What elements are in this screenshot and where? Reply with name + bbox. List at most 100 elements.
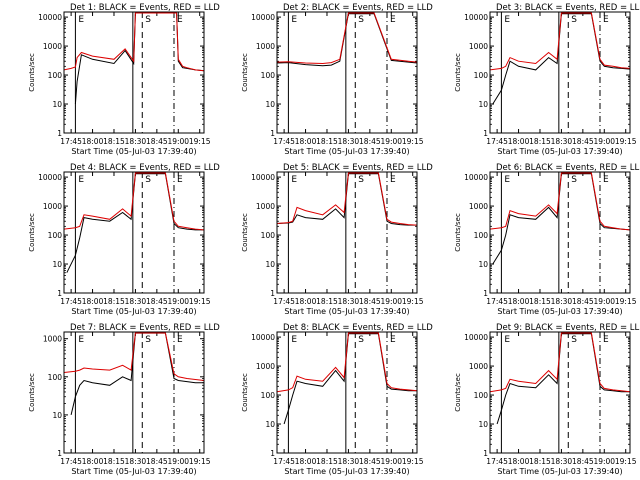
y-tick-label: 10 xyxy=(52,100,62,109)
chart-title: Det 8: BLACK = Events, RED = LLD xyxy=(283,323,433,333)
y-tick-label: 1 xyxy=(270,289,275,298)
x-tick-label: 18:30 xyxy=(125,297,147,306)
y-tick-label: 1 xyxy=(483,449,488,458)
y-tick-label: 1000 xyxy=(469,42,488,51)
y-tick-label: 100 xyxy=(261,391,276,400)
x-axis-label: Start Time (05-Jul-03 17:39:40) xyxy=(284,307,409,316)
x-tick-label: 18:45 xyxy=(572,137,594,146)
y-tick-label: 100 xyxy=(474,391,489,400)
chart-title: Det 7: BLACK = Events, RED = LLD xyxy=(70,323,220,333)
event-marker-s: S xyxy=(571,175,577,185)
x-tick-label: 17:45 xyxy=(486,457,508,466)
y-axis-label: Counts/sec xyxy=(28,53,36,92)
series-lld-line xyxy=(63,12,205,72)
event-marker-e: E xyxy=(291,335,297,345)
x-tick-label: 19:00 xyxy=(380,137,402,146)
event-marker-s: S xyxy=(571,335,577,345)
chart-panel-det-2: Det 2: BLACK = Events, RED = LLD Start Ti… xyxy=(241,3,433,156)
x-tick-label: 19:00 xyxy=(167,137,189,146)
y-tick-label: 1000 xyxy=(256,42,275,51)
series-lld-line xyxy=(276,332,418,393)
series-events-line xyxy=(283,333,417,425)
event-marker-e: E xyxy=(603,175,609,185)
x-tick-label: 18:15 xyxy=(529,137,551,146)
x-tick-label: 17:45 xyxy=(273,297,295,306)
x-tick-label: 18:45 xyxy=(146,297,168,306)
plot-frame xyxy=(489,11,631,134)
event-marker-e: E xyxy=(603,335,609,345)
series-events-line xyxy=(66,173,204,273)
y-tick-label: 10000 xyxy=(464,173,488,182)
x-tick-label: 18:30 xyxy=(551,297,573,306)
chart-panel-det-6: Det 6: BLACK = Events, RED = LLD Start Ti… xyxy=(454,163,640,316)
x-tick-label: 18:00 xyxy=(82,137,104,146)
event-marker-s: S xyxy=(145,15,151,25)
event-marker-e: E xyxy=(78,175,84,185)
y-axis-label: Counts/sec xyxy=(454,53,462,92)
x-tick-label: 18:15 xyxy=(316,137,338,146)
event-marker-e: E xyxy=(504,335,510,345)
y-tick-label: 1 xyxy=(57,129,62,138)
y-tick-label: 1000 xyxy=(43,202,62,211)
y-tick-label: 1 xyxy=(483,289,488,298)
x-tick-label: 18:30 xyxy=(338,457,360,466)
event-marker-e: E xyxy=(603,15,609,25)
series-events-line xyxy=(70,332,204,416)
x-tick-label: 19:15 xyxy=(615,457,637,466)
x-axis-label: Start Time (05-Jul-03 17:39:40) xyxy=(497,467,622,476)
y-tick-label: 10 xyxy=(265,100,275,109)
event-marker-s: S xyxy=(571,15,577,25)
y-tick-label: 1000 xyxy=(43,335,62,344)
x-tick-label: 18:45 xyxy=(359,297,381,306)
plot-frame xyxy=(276,11,418,134)
x-tick-label: 18:30 xyxy=(551,457,573,466)
event-marker-e: E xyxy=(177,15,183,25)
y-axis-label: Counts/sec xyxy=(28,213,36,252)
x-tick-label: 18:45 xyxy=(146,137,168,146)
y-axis-label: Counts/sec xyxy=(454,373,462,412)
event-marker-s: S xyxy=(358,15,364,25)
x-tick-label: 19:00 xyxy=(593,137,615,146)
y-tick-label: 1000 xyxy=(43,42,62,51)
event-marker-e: E xyxy=(78,335,84,345)
x-tick-label: 18:15 xyxy=(103,457,125,466)
y-tick-label: 1 xyxy=(57,289,62,298)
event-marker-e: E xyxy=(291,175,297,185)
y-tick-label: 10 xyxy=(265,420,275,429)
x-axis-label: Start Time (05-Jul-03 17:39:40) xyxy=(71,307,196,316)
x-tick-label: 18:45 xyxy=(146,457,168,466)
y-axis-label: Counts/sec xyxy=(241,213,249,252)
x-tick-label: 18:45 xyxy=(572,297,594,306)
series-events-line xyxy=(496,333,630,425)
plot-frame xyxy=(63,171,205,294)
y-axis-label: Counts/sec xyxy=(454,213,462,252)
y-tick-label: 10000 xyxy=(38,13,62,22)
series-events-line xyxy=(276,173,417,226)
y-axis-label: Counts/sec xyxy=(28,373,36,412)
x-tick-label: 18:00 xyxy=(508,297,530,306)
y-tick-label: 1 xyxy=(57,449,62,458)
x-tick-label: 19:15 xyxy=(189,297,211,306)
x-tick-label: 18:30 xyxy=(551,137,573,146)
x-tick-label: 19:00 xyxy=(380,297,402,306)
y-tick-label: 1000 xyxy=(256,202,275,211)
x-tick-label: 19:15 xyxy=(402,457,424,466)
chart-title: Det 6: BLACK = Events, RED = LLD xyxy=(496,163,640,173)
y-tick-label: 10000 xyxy=(464,13,488,22)
y-tick-label: 100 xyxy=(48,373,63,382)
chart-panel-det-5: Det 5: BLACK = Events, RED = LLD Start Ti… xyxy=(241,163,433,316)
x-tick-label: 18:30 xyxy=(338,297,360,306)
event-marker-e: E xyxy=(177,335,183,345)
event-marker-e: E xyxy=(504,15,510,25)
y-tick-label: 10 xyxy=(52,260,62,269)
event-marker-e: E xyxy=(390,175,396,185)
y-tick-label: 1 xyxy=(270,449,275,458)
x-tick-label: 17:45 xyxy=(273,137,295,146)
chart-panel-det-8: Det 8: BLACK = Events, RED = LLD Start Ti… xyxy=(241,323,433,476)
x-tick-label: 19:00 xyxy=(167,457,189,466)
chart-panel-det-3: Det 3: BLACK = Events, RED = LLD Start Ti… xyxy=(454,3,640,156)
x-tick-label: 18:30 xyxy=(338,137,360,146)
x-tick-label: 17:45 xyxy=(60,137,82,146)
x-tick-label: 18:00 xyxy=(295,137,317,146)
